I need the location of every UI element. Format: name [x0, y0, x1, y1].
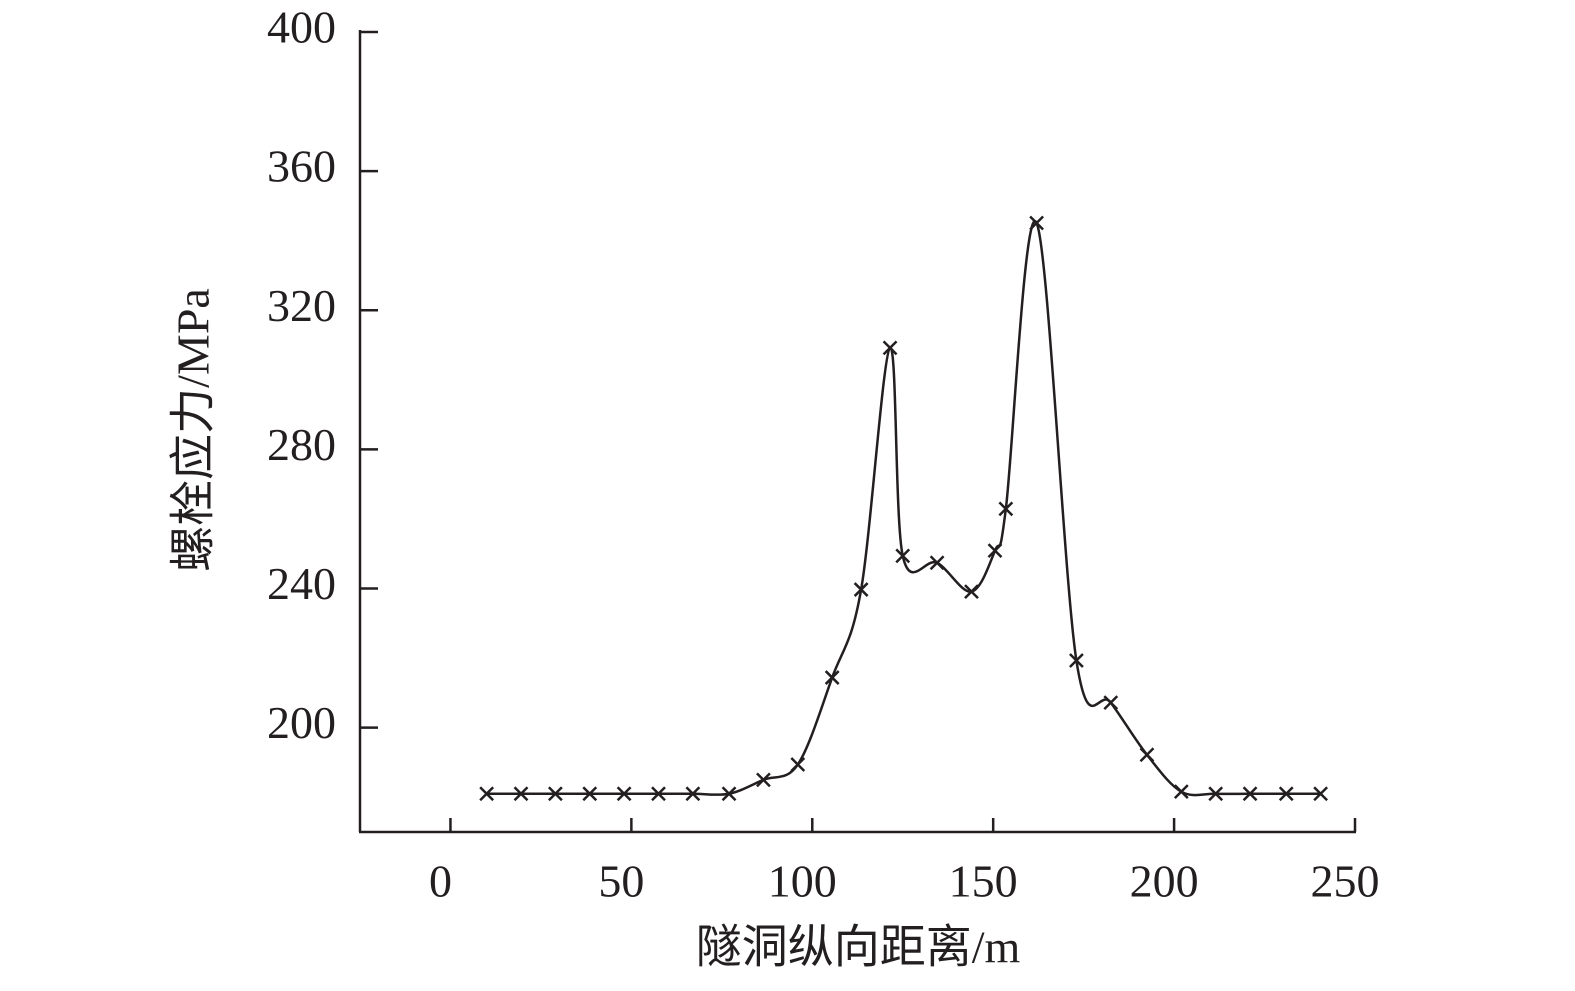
- x-tick-label: 250: [1311, 856, 1380, 907]
- y-tick-label: 400: [267, 2, 336, 53]
- marker: [964, 584, 979, 600]
- marker: [987, 543, 1003, 558]
- x-tick-label: 150: [949, 856, 1018, 907]
- marker: [824, 670, 840, 685]
- marker: [685, 786, 701, 802]
- x-tick-label: 50: [598, 856, 644, 907]
- marker: [895, 548, 911, 564]
- marker: [1029, 215, 1044, 231]
- marker: [756, 772, 771, 788]
- marker: [929, 555, 945, 571]
- marker: [651, 786, 666, 802]
- marker: [547, 786, 563, 802]
- marker: [853, 582, 869, 597]
- marker: [479, 786, 495, 802]
- marker: [1173, 784, 1189, 800]
- marker: [1242, 786, 1258, 802]
- y-tick-label: 240: [267, 558, 336, 609]
- marker: [1069, 653, 1084, 668]
- y-tick-label: 360: [267, 141, 336, 192]
- marker: [790, 757, 806, 772]
- marker: [582, 786, 598, 802]
- y-tick-label: 200: [267, 697, 336, 748]
- x-tick-label: 200: [1130, 856, 1199, 907]
- marker: [1278, 786, 1294, 802]
- marker: [513, 786, 529, 802]
- marker: [721, 786, 737, 802]
- marker: [1313, 786, 1329, 802]
- x-tick-label: 100: [768, 856, 837, 907]
- marker: [1208, 786, 1224, 802]
- y-tick-label: 320: [267, 280, 336, 331]
- y-axis-label: 螺栓应力/MPa: [168, 288, 219, 572]
- x-tick-label: 0: [429, 856, 452, 907]
- y-tick-label: 280: [267, 419, 336, 470]
- marker: [882, 340, 898, 356]
- marker: [998, 501, 1014, 517]
- marker: [616, 786, 632, 802]
- line: [486, 219, 1321, 797]
- x-axis-label: 隧洞纵向距离/m: [696, 922, 1021, 973]
- marker: [1103, 695, 1119, 710]
- marker: [1139, 747, 1155, 763]
